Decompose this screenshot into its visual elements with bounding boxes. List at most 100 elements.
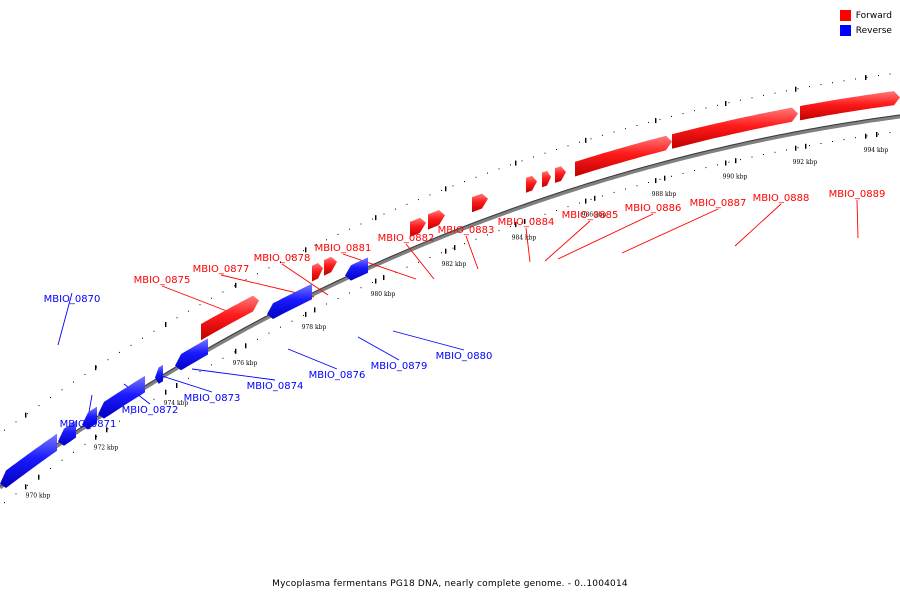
scale-major-tick <box>805 143 807 149</box>
gene-mbio_0888-forward[interactable] <box>672 107 798 149</box>
scale-dot <box>50 468 51 469</box>
gene-mbio_0880-reverse[interactable] <box>345 257 368 281</box>
gene-label[interactable]: MBIO_0880 <box>436 351 493 362</box>
gene-mbio_0873-reverse[interactable] <box>98 375 145 419</box>
scale-dot <box>188 377 189 379</box>
scale-dot <box>533 217 534 219</box>
scale-dot <box>728 161 730 163</box>
gene-label[interactable]: MBIO_0883 <box>438 225 495 236</box>
scale-dot <box>682 172 684 174</box>
scale-dot <box>717 164 718 166</box>
gene-label[interactable]: MBIO_0887 <box>690 198 747 209</box>
gene-label[interactable]: MBIO_0875 <box>134 275 191 286</box>
scale-major-tick <box>445 186 447 192</box>
scale-major-tick <box>865 133 867 139</box>
leader-line <box>287 348 338 370</box>
tick-label: 980 kbp <box>371 291 396 298</box>
gene-mbio_0889-forward[interactable] <box>800 91 900 121</box>
scale-dot <box>613 191 615 193</box>
scale-dot <box>786 149 787 151</box>
gene-label[interactable]: MBIO_0882 <box>378 233 435 244</box>
scale-dot <box>590 138 592 140</box>
gene-label[interactable]: MBIO_0871 <box>60 419 117 430</box>
gene-label[interactable]: MBIO_0877 <box>193 264 250 275</box>
gene-label[interactable]: MBIO_0879 <box>371 361 428 372</box>
gene-mbio_0887-forward[interactable] <box>575 135 672 177</box>
scale-dot <box>763 94 764 96</box>
tick-label: 976 kbp <box>233 360 258 367</box>
scale-dot <box>464 181 465 183</box>
scale-major-tick <box>245 343 247 349</box>
scale-major-tick <box>585 198 587 204</box>
scale-dot <box>418 261 419 263</box>
scale-dot <box>61 459 63 461</box>
gene-mbio_0878-forward[interactable] <box>324 256 337 276</box>
gene-mbio_0876-reverse[interactable] <box>175 338 208 371</box>
scale-dot <box>314 244 316 246</box>
scale-major-tick <box>725 160 727 166</box>
scale-major-tick <box>795 145 797 151</box>
scale-major-tick <box>375 278 377 284</box>
scale-dot <box>15 421 17 423</box>
tick-label: 986 kbp <box>582 211 607 218</box>
gene-mbio_0883-forward[interactable] <box>472 193 488 213</box>
scale-dot <box>130 344 132 346</box>
gene-label[interactable]: MBIO_0885 <box>562 210 619 221</box>
scale-dot <box>280 261 281 263</box>
scale-major-tick <box>106 427 108 433</box>
gene-label[interactable]: MBIO_0872 <box>122 405 179 416</box>
scale-dot <box>786 90 787 92</box>
gene-mbio_0879-reverse[interactable] <box>267 283 312 319</box>
gene-mbio_0877-forward[interactable] <box>312 263 323 282</box>
scale-dot <box>27 484 28 486</box>
tick-label: 978 kbp <box>302 324 327 331</box>
scale-dot <box>119 351 120 353</box>
gene-label[interactable]: MBIO_0889 <box>829 189 886 200</box>
gene-mbio_0870-reverse[interactable] <box>0 433 57 488</box>
gene-label[interactable]: MBIO_0873 <box>184 393 241 404</box>
scale-dot <box>659 118 661 120</box>
gene-label[interactable]: MBIO_0888 <box>753 193 810 204</box>
scale-dot <box>567 145 569 147</box>
leader-line <box>621 208 719 254</box>
leader-line <box>161 375 213 393</box>
gene-mbio_0875-forward[interactable] <box>201 295 259 341</box>
gene-mbio_0874-reverse[interactable] <box>155 364 163 384</box>
gene-mbio_0886-forward[interactable] <box>555 166 566 183</box>
scale-dot <box>820 143 822 144</box>
gene-mbio_0882-forward[interactable] <box>428 210 445 230</box>
tick-label: 988 kbp <box>652 191 677 198</box>
legend-reverse-swatch <box>839 25 851 36</box>
scale-dot <box>234 351 235 353</box>
backbone-arc <box>0 114 900 490</box>
scale-major-tick <box>655 178 657 184</box>
scale-dot <box>579 141 580 143</box>
gene-label[interactable]: MBIO_0870 <box>44 294 101 305</box>
scale-dot <box>73 451 74 453</box>
gene-label[interactable]: MBIO_0876 <box>309 370 366 381</box>
gene-mbio_0872-reverse[interactable] <box>82 406 97 430</box>
scale-dot <box>107 359 109 361</box>
scale-dot <box>418 199 419 201</box>
tick-label: 970 kbp <box>26 493 51 500</box>
scale-dot <box>27 413 28 415</box>
scale-dot <box>4 429 5 431</box>
scale-dot <box>395 208 396 210</box>
gene-mbio_0885-forward[interactable] <box>542 170 551 188</box>
scale-dot <box>291 320 293 322</box>
gene-label[interactable]: MBIO_0878 <box>254 253 311 264</box>
gene-mbio_0884-forward[interactable] <box>526 175 537 193</box>
gene-label[interactable]: MBIO_0886 <box>625 203 682 214</box>
scale-dot <box>326 239 327 241</box>
gene-label[interactable]: MBIO_0884 <box>498 217 555 228</box>
scale-dot <box>809 86 810 88</box>
scale-dot <box>498 168 500 170</box>
backbone-shadow <box>0 114 900 487</box>
gene-label[interactable]: MBIO_0881 <box>315 243 372 254</box>
gene-mbio_0881-forward[interactable] <box>410 217 426 237</box>
gene-mbio_0871-reverse[interactable] <box>58 420 76 446</box>
scale-dot <box>774 92 776 94</box>
gene-label[interactable]: MBIO_0874 <box>247 381 304 392</box>
scale-dot <box>360 223 362 225</box>
